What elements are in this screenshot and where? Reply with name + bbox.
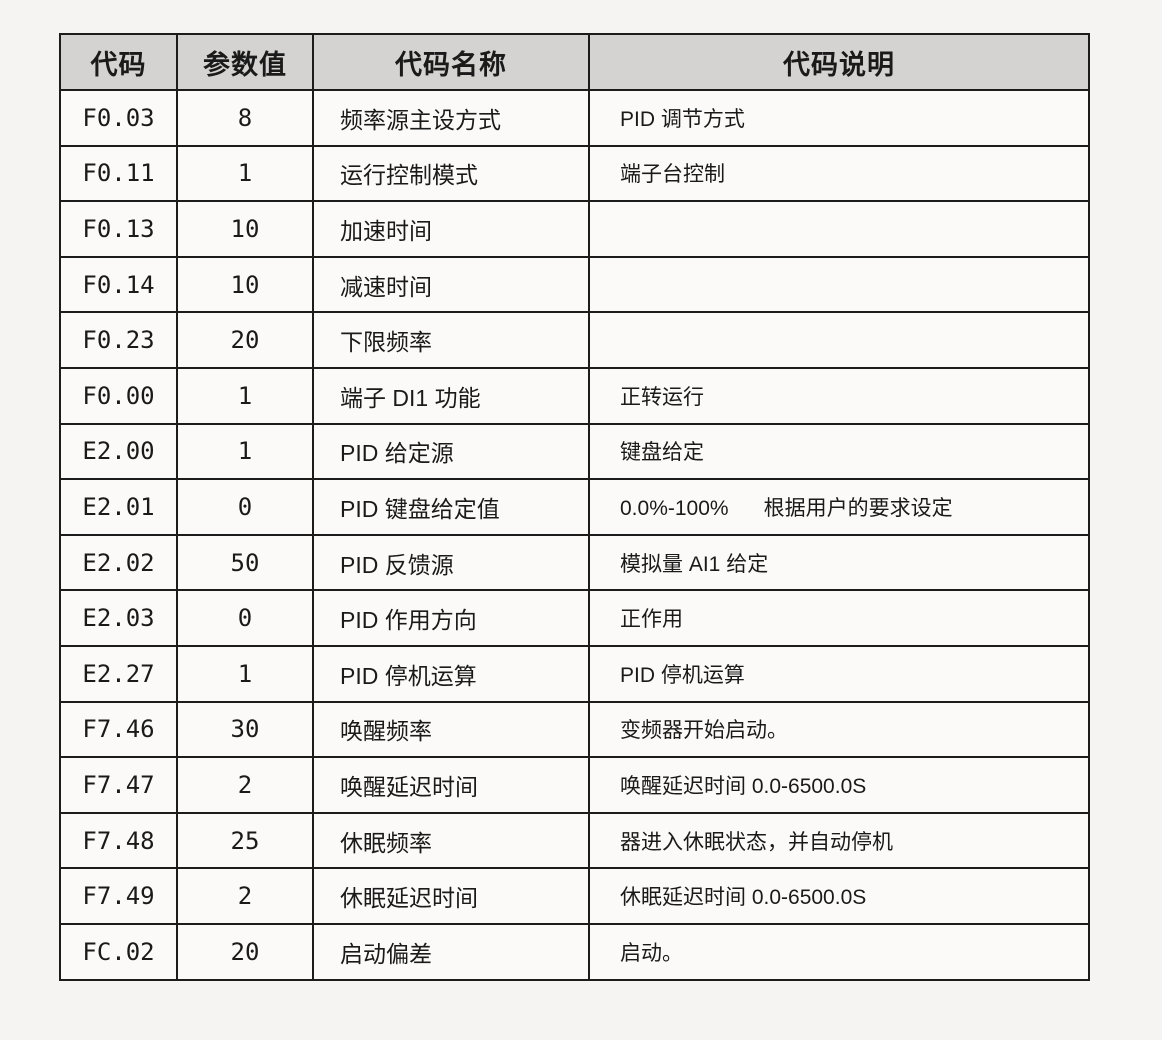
cell-desc: 启动。	[588, 922, 1090, 981]
header-value: 参数值	[176, 33, 314, 91]
table-row: E2.00 1 PID 给定源 键盘给定	[59, 422, 1090, 481]
cell-name: 端子 DI1 功能	[312, 366, 590, 425]
table-row: F0.03 8 频率源主设方式 PID 调节方式	[59, 89, 1090, 147]
cell-code: F0.23	[59, 311, 178, 369]
cell-code: E2.02	[59, 533, 178, 592]
table-row: E2.27 1 PID 停机运算 PID 停机运算	[59, 644, 1090, 703]
parameter-table: 代码 参数值 代码名称 代码说明 F0.03 8 频率源主设方式 PID 调节方式 F0…	[59, 33, 1090, 981]
table-row: E2.01 0 PID 键盘给定值 0.0%-100% 根据用户的要求设定	[59, 478, 1090, 536]
cell-code: E2.00	[59, 422, 178, 481]
cell-desc: 模拟量 AI1 给定	[588, 533, 1090, 592]
cell-name: PID 反馈源	[312, 533, 590, 592]
cell-desc: 端子台控制	[588, 144, 1090, 203]
table-body: F0.03 8 频率源主设方式 PID 调节方式 F0.11 1 运行控制模式 端子台控制 F0…	[59, 89, 1090, 981]
cell-value: 50	[176, 533, 314, 592]
cell-desc	[588, 255, 1090, 314]
cell-desc: 唤醒延迟时间 0.0-6500.0S	[588, 756, 1090, 814]
cell-value: 20	[176, 922, 314, 981]
cell-desc: PID 停机运算	[588, 644, 1090, 703]
table-row: E2.02 50 PID 反馈源 模拟量 AI1 给定	[59, 533, 1090, 592]
cell-code: FC.02	[59, 922, 178, 981]
cell-name: 运行控制模式	[312, 144, 590, 203]
cell-code: E2.01	[59, 478, 178, 536]
cell-value: 10	[176, 200, 314, 258]
cell-value: 1	[176, 144, 314, 203]
cell-value: 30	[176, 700, 314, 759]
cell-code: F7.48	[59, 811, 178, 870]
cell-code: F0.03	[59, 89, 178, 147]
cell-value: 10	[176, 255, 314, 314]
cell-value: 0	[176, 478, 314, 536]
cell-code: F7.46	[59, 700, 178, 759]
cell-desc	[588, 311, 1090, 369]
cell-value: 2	[176, 756, 314, 814]
table-row: F7.47 2 唤醒延迟时间 唤醒延迟时间 0.0-6500.0S	[59, 756, 1090, 814]
cell-desc	[588, 200, 1090, 258]
header-name: 代码名称	[312, 33, 590, 91]
cell-value: 2	[176, 867, 314, 925]
cell-name: PID 作用方向	[312, 589, 590, 647]
cell-name: 减速时间	[312, 255, 590, 314]
table-row: F0.00 1 端子 DI1 功能 正转运行	[59, 366, 1090, 425]
cell-code: F0.00	[59, 366, 178, 425]
cell-value: 0	[176, 589, 314, 647]
cell-name: 唤醒频率	[312, 700, 590, 759]
cell-value: 20	[176, 311, 314, 369]
cell-desc: 正作用	[588, 589, 1090, 647]
cell-value: 25	[176, 811, 314, 870]
cell-value: 1	[176, 366, 314, 425]
table-row: F0.14 10 减速时间	[59, 255, 1090, 314]
cell-name: 启动偏差	[312, 922, 590, 981]
table-row: FC.02 20 启动偏差 启动。	[59, 922, 1090, 981]
cell-code: E2.03	[59, 589, 178, 647]
cell-code: F7.47	[59, 756, 178, 814]
cell-desc: 键盘给定	[588, 422, 1090, 481]
cell-code: F0.14	[59, 255, 178, 314]
table-row: F0.11 1 运行控制模式 端子台控制	[59, 144, 1090, 203]
cell-value: 8	[176, 89, 314, 147]
cell-name: PID 键盘给定值	[312, 478, 590, 536]
cell-desc: 变频器开始启动。	[588, 700, 1090, 759]
cell-name: PID 给定源	[312, 422, 590, 481]
cell-name: 休眠频率	[312, 811, 590, 870]
cell-desc: 休眠延迟时间 0.0-6500.0S	[588, 867, 1090, 925]
cell-code: F7.49	[59, 867, 178, 925]
cell-name: 休眠延迟时间	[312, 867, 590, 925]
header-row: 代码 参数值 代码名称 代码说明	[59, 33, 1090, 91]
cell-desc: 正转运行	[588, 366, 1090, 425]
table-row: F7.49 2 休眠延迟时间 休眠延迟时间 0.0-6500.0S	[59, 867, 1090, 925]
cell-desc: PID 调节方式	[588, 89, 1090, 147]
cell-name: 唤醒延迟时间	[312, 756, 590, 814]
header-desc: 代码说明	[588, 33, 1090, 91]
cell-name: 加速时间	[312, 200, 590, 258]
table-row: F7.48 25 休眠频率 器进入休眠状态，并自动停机	[59, 811, 1090, 870]
cell-name: 下限频率	[312, 311, 590, 369]
cell-desc: 器进入休眠状态，并自动停机	[588, 811, 1090, 870]
header-code: 代码	[59, 33, 178, 91]
table-row: F7.46 30 唤醒频率 变频器开始启动。	[59, 700, 1090, 759]
table-row: F0.23 20 下限频率	[59, 311, 1090, 369]
table-header: 代码 参数值 代码名称 代码说明	[59, 33, 1090, 91]
cell-value: 1	[176, 644, 314, 703]
table-row: F0.13 10 加速时间	[59, 200, 1090, 258]
cell-desc: 0.0%-100% 根据用户的要求设定	[588, 478, 1090, 536]
cell-code: E2.27	[59, 644, 178, 703]
cell-value: 1	[176, 422, 314, 481]
cell-name: PID 停机运算	[312, 644, 590, 703]
table-row: E2.03 0 PID 作用方向 正作用	[59, 589, 1090, 647]
cell-code: F0.13	[59, 200, 178, 258]
cell-code: F0.11	[59, 144, 178, 203]
cell-name: 频率源主设方式	[312, 89, 590, 147]
